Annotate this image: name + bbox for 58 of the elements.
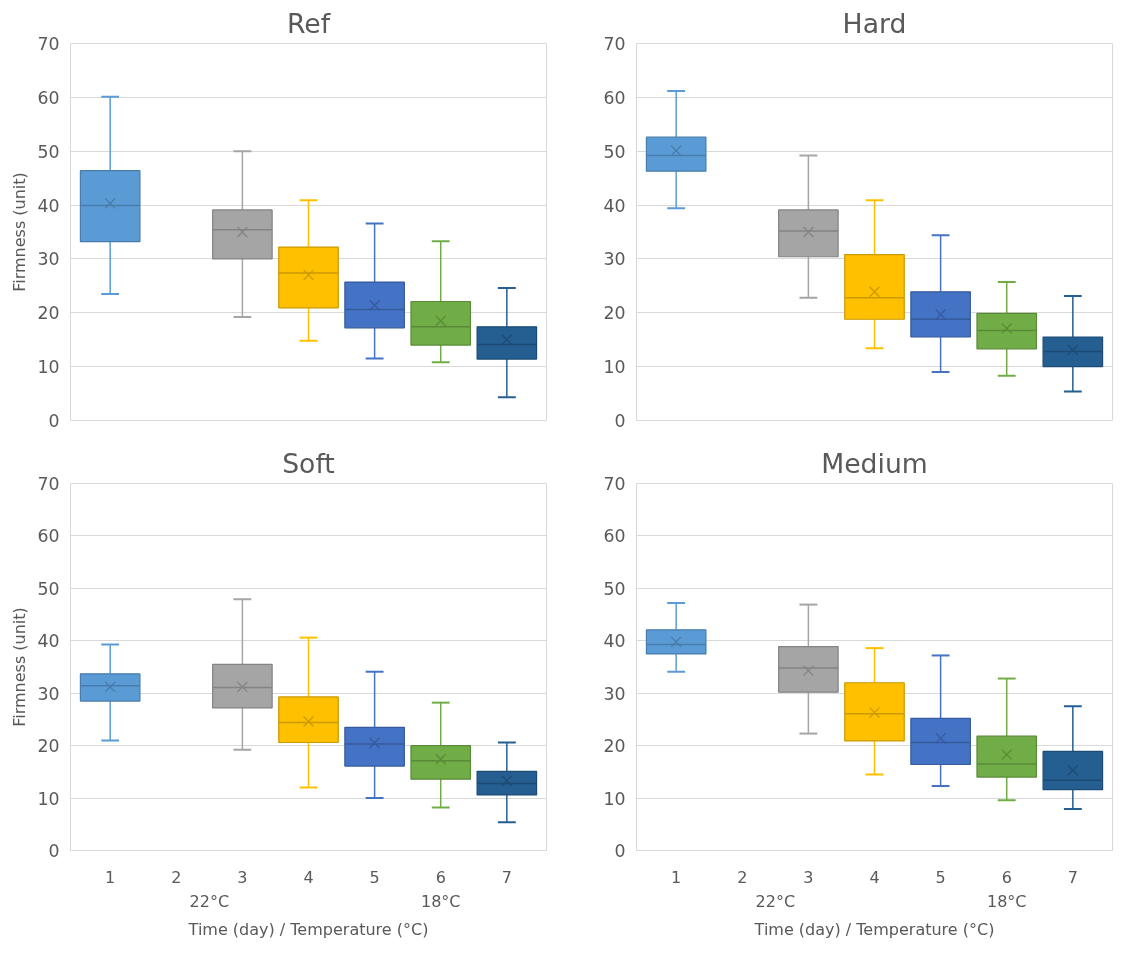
y-tick-label: 20	[603, 303, 626, 324]
y-tick-label: 0	[48, 841, 60, 861]
x-axis-title: Time (day) / Temperature (°C)	[187, 919, 429, 939]
x-tick-label: 1	[105, 867, 116, 887]
y-tick-label: 40	[37, 195, 60, 216]
y-tick-label: 30	[37, 249, 60, 270]
y-axis-title: Firmness (unit)	[10, 172, 30, 292]
y-tick-label: 30	[603, 249, 626, 270]
y-tick-label: 10	[603, 357, 626, 378]
x-tick-label: 7	[1067, 867, 1078, 887]
y-tick-label: 60	[603, 87, 626, 108]
x-tick-label: 6	[1001, 867, 1012, 887]
x-tick-label: 3	[237, 867, 248, 887]
x-tick-label: 2	[737, 867, 748, 887]
x-tick-label: 6	[435, 867, 446, 887]
y-tick-label: 40	[603, 631, 626, 652]
y-tick-label: 0	[614, 841, 626, 861]
chart-title: Hard	[842, 7, 907, 39]
chart-title: Soft	[282, 447, 335, 479]
y-tick-label: 0	[614, 411, 626, 431]
y-tick-label: 40	[603, 195, 626, 216]
y-tick-label: 70	[603, 34, 626, 54]
x-tick-label: 2	[171, 867, 182, 887]
x-tick-label: 4	[303, 867, 314, 887]
x-tick-label: 7	[501, 867, 512, 887]
x-tick-label: 3	[803, 867, 814, 887]
y-tick-label: 60	[603, 526, 626, 547]
y-tick-label: 30	[603, 683, 626, 704]
y-tick-label: 20	[37, 303, 60, 324]
y-tick-label: 0	[48, 411, 60, 431]
chart-title: Ref	[286, 7, 331, 39]
x-axis-title: Time (day) / Temperature (°C)	[753, 919, 995, 939]
x-tick-label: 1	[671, 867, 682, 887]
y-tick-label: 70	[37, 34, 60, 54]
text: 22°C	[189, 891, 230, 911]
x-tick-label: 5	[935, 867, 946, 887]
y-tick-label: 20	[603, 736, 626, 757]
text: 18°C	[420, 891, 461, 911]
y-axis-title: Firmness (unit)	[10, 607, 30, 727]
y-tick-label: 70	[37, 474, 60, 494]
chart-title: Medium	[821, 447, 928, 479]
y-tick-label: 40	[37, 631, 60, 652]
y-tick-label: 60	[37, 526, 60, 547]
text: 22°C	[755, 891, 796, 911]
x-tick-label: 4	[869, 867, 880, 887]
y-tick-label: 10	[37, 357, 60, 378]
y-tick-label: 70	[603, 474, 626, 494]
y-tick-label: 10	[603, 788, 626, 809]
y-tick-label: 30	[37, 683, 60, 704]
y-tick-label: 50	[37, 141, 60, 162]
y-tick-label: 60	[37, 87, 60, 108]
y-tick-label: 20	[37, 736, 60, 757]
y-tick-label: 50	[37, 578, 60, 599]
y-tick-label: 50	[603, 578, 626, 599]
text: 18°C	[986, 891, 1027, 911]
x-tick-label: 5	[369, 867, 380, 887]
y-tick-label: 10	[37, 788, 60, 809]
y-tick-label: 50	[603, 141, 626, 162]
